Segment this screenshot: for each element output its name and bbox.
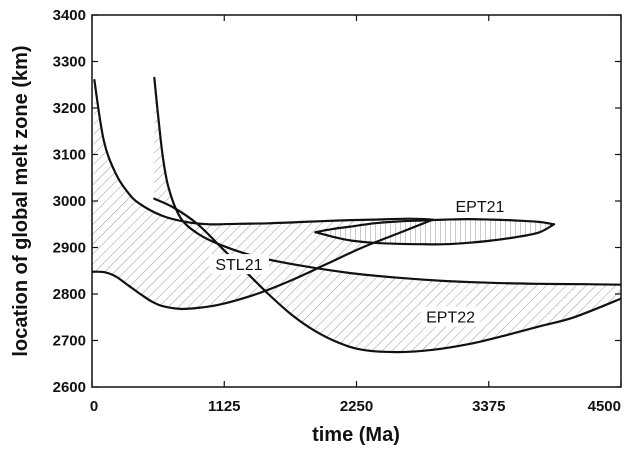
curves-layer — [92, 76, 621, 354]
y-tick-label: 2700 — [53, 333, 86, 350]
y-tick-label: 3000 — [53, 193, 86, 210]
x-tick-label: 0 — [90, 398, 98, 415]
x-tick-label: 4500 — [588, 398, 621, 415]
stl21-label-background — [208, 254, 269, 275]
y-tick-label: 3200 — [53, 100, 86, 117]
ept22-lower-curve — [153, 197, 621, 354]
y-tick-label: 2600 — [53, 379, 86, 396]
ticks-layer: 0 1125 2250 3375 4500 2600 2700 2800 2900 3000 310… — [53, 7, 622, 415]
x-tick-label: 3375 — [472, 398, 505, 415]
stl21-label: STL21 — [215, 257, 262, 274]
stl21-lower-curve — [92, 218, 434, 311]
ept21-region — [315, 219, 554, 245]
y-tick-label: 2900 — [53, 240, 86, 257]
y-tick-label: 3400 — [53, 7, 86, 24]
y-tick-label: 2800 — [53, 286, 86, 303]
stl21-region — [92, 80, 433, 309]
ept21-label: EPT21 — [455, 199, 504, 216]
ept22-label-background — [420, 306, 481, 327]
ept22-label: EPT22 — [426, 310, 475, 327]
x-tick-label: 2250 — [340, 398, 373, 415]
y-tick-label: 3300 — [53, 54, 86, 71]
stl21-upper-curve — [93, 79, 434, 226]
labels-layer: STL21 EPT22 EPT21 — [208, 195, 510, 327]
ept22-upper-curve — [153, 76, 621, 286]
y-axis-title: location of global melt zone (km) — [10, 45, 32, 356]
x-axis-title: time (Ma) — [312, 424, 400, 446]
x-tick-label: 1125 — [208, 398, 241, 415]
ept21-upper-curve — [314, 218, 556, 234]
ept21-label-background — [449, 195, 510, 216]
ept21-lower-curve — [314, 223, 556, 246]
y-tick-label: 3100 — [53, 147, 86, 164]
